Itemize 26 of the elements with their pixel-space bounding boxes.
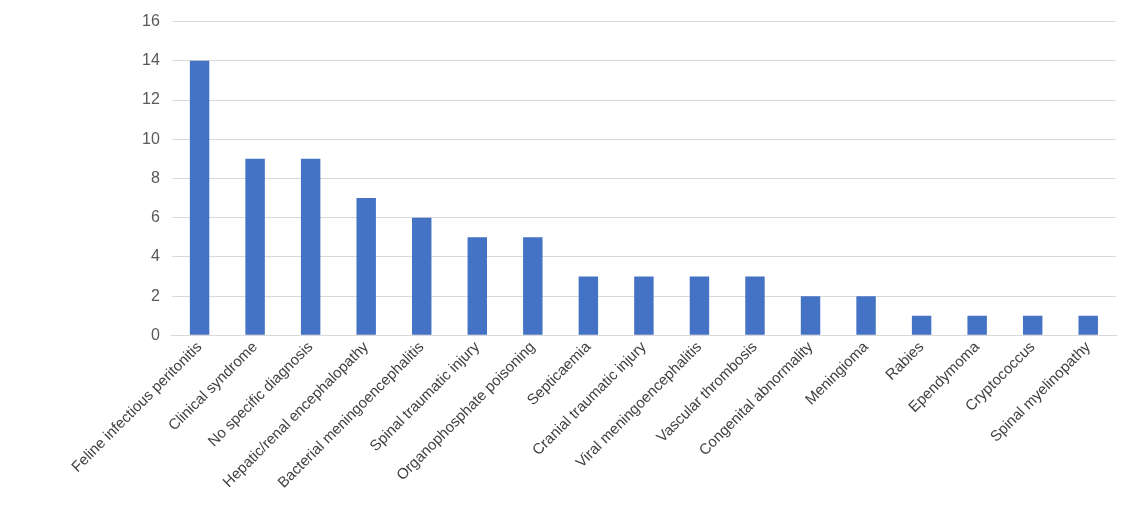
y-tick-label: 16 — [142, 12, 160, 30]
y-tick-label: 8 — [150, 168, 160, 186]
y-tick-label: 12 — [142, 90, 160, 108]
bar — [523, 237, 543, 335]
bar — [300, 158, 321, 335]
y-tick-label: 2 — [150, 286, 160, 304]
bar — [412, 217, 432, 335]
y-tick-label: 6 — [150, 208, 160, 226]
bar — [856, 296, 876, 335]
y-tick-label: 14 — [142, 51, 160, 69]
y-tick-label: 0 — [150, 325, 160, 343]
bar — [467, 237, 487, 335]
bar — [1022, 315, 1043, 335]
bar — [800, 296, 821, 335]
bar — [689, 276, 710, 335]
y-tick-label: 10 — [142, 129, 160, 147]
bar — [245, 158, 265, 335]
y-tick-label: 4 — [150, 247, 160, 265]
bar — [967, 315, 987, 335]
bar — [189, 60, 210, 335]
bar — [911, 315, 932, 335]
bar — [578, 276, 599, 335]
bar — [1078, 315, 1098, 335]
bar — [634, 276, 654, 335]
bar — [745, 276, 765, 335]
bar — [356, 198, 376, 335]
